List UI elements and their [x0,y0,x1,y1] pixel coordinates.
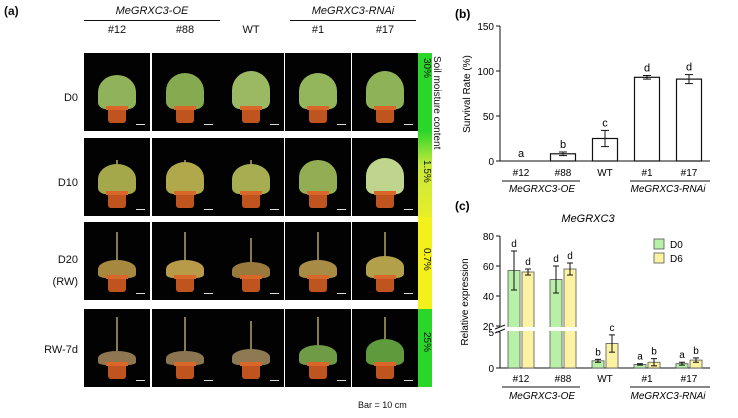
axis-break-mark [494,328,506,334]
plant-photo [352,138,418,216]
line-header-wt: WT [242,24,260,36]
y-tick-label: 0 [488,364,494,375]
significance-letter: d [553,254,559,265]
x-tick-label: #12 [513,374,530,385]
row-label-d20: D20 [57,254,78,266]
significance-letter: b [651,347,657,358]
x-tick-label: #17 [681,168,698,179]
y-tick-label: 60 [483,262,495,273]
plant-photo [84,222,150,300]
legend-label-d6: D6 [670,254,683,265]
group-label-oe: MeGRXC3-OE [509,391,575,402]
axis-break-mark [494,324,506,330]
plant-photo [285,138,351,216]
plant-photo [352,222,418,300]
group-label-oe: MeGRXC3-OE [509,184,575,195]
group-underline-oe [84,20,220,21]
plant-photo [218,138,284,216]
significance-letter: b [560,139,566,151]
significance-letter: c [602,117,608,129]
plant-photo [152,138,218,216]
plant-photo [218,309,284,387]
group-label-rnai: MeGRXC3-RNAi [630,184,706,195]
y-tick-label: 50 [483,112,495,123]
x-tick-label: #17 [681,374,698,385]
moisture-bar-d20 [418,217,432,309]
plant-photo [218,53,284,131]
x-tick-label: #88 [555,374,572,385]
y-tick-label: 150 [477,22,494,33]
significance-letter: d [511,239,517,250]
expression-bar-d6 [521,271,535,369]
x-tick-label: #88 [555,168,572,179]
x-tick-label: #1 [641,374,653,385]
significance-letter: d [525,257,531,268]
x-tick-label: WT [597,168,613,179]
y-tick-label: 5 [488,328,494,339]
group-header-oe: MeGRXC3-OE [115,5,189,17]
row-label-rw7d: RW-7d [44,344,78,356]
expression-bar-d6 [563,268,577,369]
significance-letter: b [693,346,699,357]
y-tick-label: 80 [483,232,495,243]
y-axis-title: Relative expression [460,258,471,345]
y-tick-label: 40 [483,292,495,303]
group-underline-rnai [290,20,416,21]
y-tick-label: 100 [477,67,494,78]
significance-letter: d [644,63,650,75]
row-label-rw: (RW) [52,276,78,288]
significance-letter: d [567,251,573,262]
legend-swatch-d6 [653,252,665,264]
x-tick-label: WT [597,374,613,385]
plant-photo [152,222,218,300]
plant-photo [285,309,351,387]
plant-photo [84,138,150,216]
plant-photo [152,309,218,387]
moisture-bar-rw7d [418,309,432,387]
y-tick-label: 20 [483,322,495,333]
significance-letter: c [610,323,615,334]
row-label-d10: D10 [57,177,78,189]
legend-swatch-d0 [653,238,665,250]
plant-photo [285,53,351,131]
significance-letter: a [518,148,525,160]
plant-photo [152,53,218,131]
panel-b-label: (b) [455,7,470,21]
scale-bar-note: Bar = 10 cm [358,400,407,410]
plant-photo [218,222,284,300]
significance-letter: a [679,350,685,361]
legend-label-d0: D0 [670,240,683,251]
plant-photo [352,309,418,387]
plant-photo [352,53,418,131]
line-header-17: #17 [375,24,395,36]
significance-letter: b [595,347,601,358]
plant-photo [84,309,150,387]
x-tick-label: #1 [641,168,653,179]
group-label-rnai: MeGRXC3-RNAi [630,391,706,402]
y-axis-title: Survival Rate (%) [462,55,473,133]
line-header-12: #12 [107,24,127,36]
line-header-88: #88 [175,24,195,36]
y-tick-label: 0 [488,157,494,168]
axis-break-gap [492,327,588,331]
plant-photo [285,222,351,300]
moisture-bar-d10 [418,131,432,217]
panel-c-label: (c) [455,199,470,213]
survival-bar [675,78,703,162]
panel-a-label: (a) [4,4,19,18]
plant-photo [84,53,150,131]
chart-title: MeGRXC3 [561,213,615,225]
row-label-d0: D0 [63,92,78,104]
line-header-1: #1 [311,24,325,36]
significance-letter: d [686,62,692,74]
x-tick-label: #12 [513,168,530,179]
group-header-rnai: MeGRXC3-RNAi [311,5,395,17]
survival-bar [633,76,661,162]
moisture-bar-d0 [418,53,432,131]
significance-letter: a [637,352,643,363]
